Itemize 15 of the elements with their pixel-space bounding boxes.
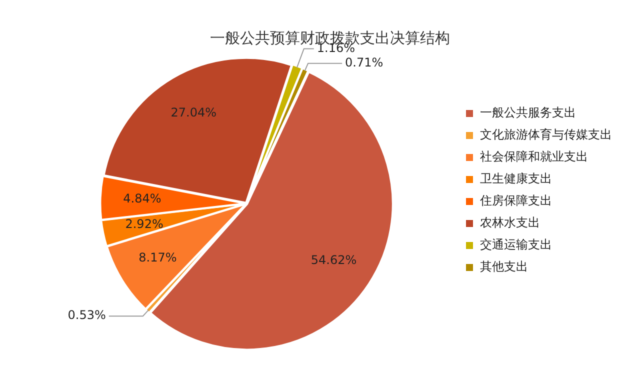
legend-label: 一般公共服务支出 — [480, 106, 576, 120]
legend-label: 农林水支出 — [480, 216, 540, 230]
legend-label: 文化旅游体育与传媒支出 — [480, 128, 612, 142]
data-label: 0.71% — [345, 56, 384, 70]
legend-label: 住房保障支出 — [479, 194, 552, 208]
data-label: 8.17% — [138, 250, 177, 265]
data-label: 0.53% — [68, 308, 106, 322]
data-label: 54.62% — [310, 252, 357, 267]
legend-label: 其他支出 — [480, 260, 528, 274]
data-label: 4.84% — [123, 192, 162, 206]
data-label: 2.92% — [125, 216, 164, 231]
data-label: 27.04% — [170, 106, 217, 120]
legend-label: 交通运输支出 — [480, 238, 552, 252]
legend-label: 社会保障和就业支出 — [480, 150, 588, 164]
legend-label: 卫生健康支出 — [480, 172, 552, 186]
